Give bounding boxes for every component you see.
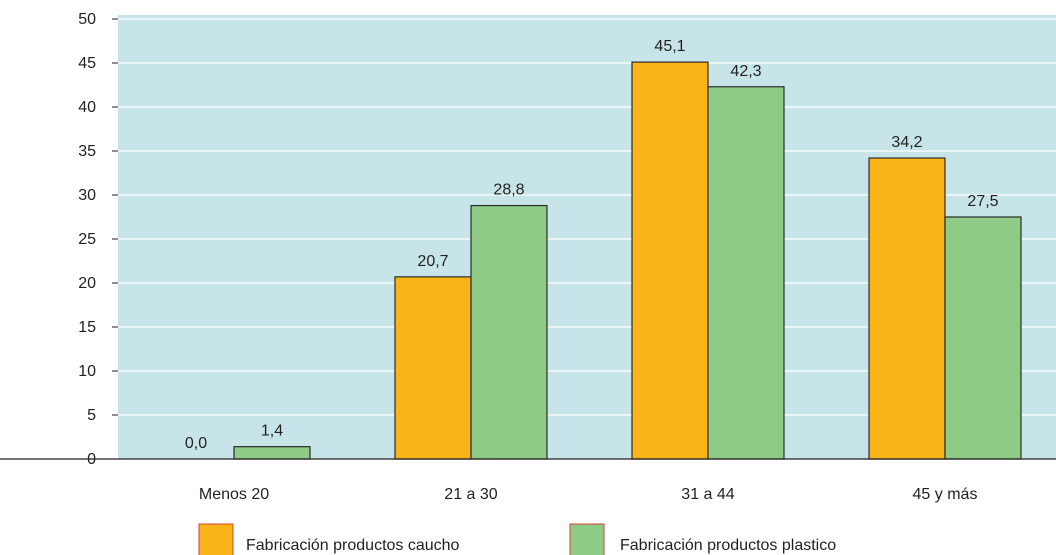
data-label: 34,2 <box>891 134 922 151</box>
x-tick-label: 45 y más <box>913 486 978 503</box>
y-tick-label: 15 <box>78 319 96 336</box>
data-label: 1,4 <box>261 423 283 440</box>
data-labels: 0,0 20,7 45,1 34,2 1,4 28,8 42,3 27,5 <box>185 38 999 452</box>
y-tick-label: 50 <box>78 11 96 28</box>
x-axis-tick-labels: Menos 20 21 a 30 31 a 44 45 y más <box>199 486 978 503</box>
y-tick-label: 35 <box>78 143 96 160</box>
bar <box>470 204 548 460</box>
y-tick-label: 20 <box>78 275 96 292</box>
legend-swatch <box>569 523 605 555</box>
data-label: 20,7 <box>417 253 448 270</box>
legend-label: Fabricación productos plastico <box>620 537 836 554</box>
x-tick-label: 21 a 30 <box>444 486 497 503</box>
bar <box>394 276 472 460</box>
x-tick-label: Menos 20 <box>199 486 269 503</box>
data-label: 42,3 <box>730 63 761 80</box>
y-tick-label: 45 <box>78 55 96 72</box>
y-tick-label: 30 <box>78 187 96 204</box>
legend-swatch <box>198 523 234 555</box>
bar <box>631 61 709 460</box>
data-label: 27,5 <box>967 193 998 210</box>
y-tick-label: 40 <box>78 99 96 116</box>
data-label: 0,0 <box>185 435 207 452</box>
y-tick-label: 25 <box>78 231 96 248</box>
legend-label: Fabricación productos caucho <box>246 537 460 554</box>
y-tick-label: 10 <box>78 363 96 380</box>
data-label: 45,1 <box>654 38 685 55</box>
y-tick-label: 5 <box>87 407 96 424</box>
bars <box>233 61 1022 460</box>
data-label: 28,8 <box>493 182 524 199</box>
bar <box>233 446 311 460</box>
legend: Fabricación productos caucho Fabricación … <box>198 523 836 555</box>
bar <box>707 86 785 460</box>
bar <box>944 216 1022 460</box>
x-tick-label: 31 a 44 <box>681 486 734 503</box>
bar <box>868 157 946 460</box>
